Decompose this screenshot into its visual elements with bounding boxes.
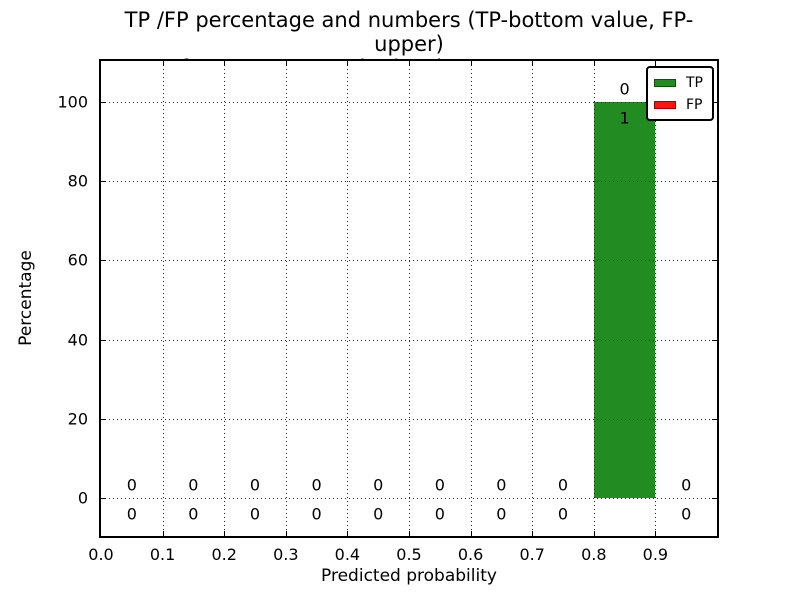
y-gridline: [101, 498, 717, 500]
fp-count-label: 0: [619, 79, 630, 99]
fp-count-label: 0: [126, 475, 137, 495]
x-tick-mark: [409, 531, 410, 536]
y-gridline: [101, 339, 717, 341]
y-tick-mark: [712, 339, 717, 341]
fp-count-label: 0: [249, 475, 261, 495]
x-tick-mark: [409, 61, 410, 66]
y-gridline: [101, 260, 717, 262]
fp-count-label: 0: [557, 475, 569, 495]
x-tick-label: 0.3: [273, 545, 299, 564]
x-gridline: [532, 61, 534, 536]
tp-count-label: 1: [619, 108, 630, 128]
x-tick-label: 0.0: [88, 545, 114, 564]
y-tick-mark: [712, 260, 717, 262]
y-tick-mark: [712, 101, 717, 103]
y-tick-mark: [101, 260, 106, 262]
y-tick-mark: [101, 180, 106, 182]
y-tick-mark: [101, 498, 106, 500]
x-tick-label: 0.4: [334, 545, 361, 564]
x-tick-mark: [347, 531, 349, 536]
tp-count-label: 0: [249, 504, 261, 524]
fp-count-label: 0: [496, 475, 507, 495]
x-gridline: [224, 61, 226, 536]
x-tick-mark: [593, 61, 595, 66]
x-tick-mark: [655, 61, 657, 66]
x-gridline: [285, 61, 287, 536]
x-tick-mark: [224, 531, 226, 536]
legend-entry-fp: FP: [654, 95, 706, 114]
x-gridline: [409, 61, 410, 536]
x-tick-mark: [285, 531, 287, 536]
y-tick-mark: [712, 418, 717, 420]
legend-entry-tp: TP: [654, 73, 706, 92]
x-gridline: [655, 61, 657, 536]
x-tick-mark: [224, 61, 226, 66]
legend-label-tp: TP: [686, 74, 703, 91]
tp-count-label: 0: [373, 504, 384, 524]
x-tick-label: 0.2: [211, 545, 237, 564]
tp-count-label: 0: [311, 504, 322, 524]
y-tick-mark: [101, 339, 106, 341]
x-tick-mark: [532, 531, 534, 536]
x-tick-label: 0.9: [642, 545, 669, 564]
x-gridline: [162, 61, 164, 536]
fp-count-label: 0: [188, 475, 199, 495]
y-tick-label: 20: [67, 409, 88, 429]
fp-count-label: 0: [681, 475, 692, 495]
y-tick-mark: [712, 180, 717, 182]
y-tick-label: 60: [67, 250, 88, 270]
tp-count-label: 0: [496, 504, 507, 524]
y-tick-label: 80: [67, 171, 88, 191]
x-gridline: [470, 61, 472, 536]
x-tick-mark: [162, 61, 164, 66]
tp-count-label: 0: [557, 504, 569, 524]
tp-count-label: 0: [188, 504, 199, 524]
y-gridline: [101, 418, 717, 420]
y-tick-label: 0: [77, 488, 88, 508]
x-gridline: [593, 61, 595, 536]
plot-canvas: 0 0 0 0 0 0 0 0 0 0 0 0 0 0 0 0 0 1 0 0: [101, 61, 717, 536]
tp-count-label: 0: [434, 504, 445, 524]
y-gridline: [101, 180, 717, 182]
x-tick-label: 0.5: [396, 545, 422, 564]
y-tick-mark: [101, 101, 106, 103]
tp-bar: [593, 101, 656, 499]
fp-count-label: 0: [373, 475, 384, 495]
x-tick-mark: [347, 61, 349, 66]
x-tick-label: 0.1: [149, 545, 176, 564]
x-tick-mark: [655, 531, 657, 536]
x-gridline: [347, 61, 349, 536]
y-tick-label: 100: [57, 92, 88, 112]
x-tick-mark: [593, 531, 595, 536]
y-tick-label: 40: [67, 330, 88, 350]
x-axis-label: Predicted probability: [321, 566, 497, 586]
x-tick-mark: [470, 531, 472, 536]
x-tick-mark: [162, 531, 164, 536]
y-axis-label: Percentage: [16, 250, 36, 346]
y-gridline: [101, 101, 717, 103]
plot-area: 0 0 0 0 0 0 0 0 0 0 0 0 0 0 0 0 0 1 0 0: [99, 59, 719, 538]
legend: TP FP: [646, 66, 714, 121]
fp-color-swatch-icon: [654, 100, 676, 109]
legend-label-fp: FP: [686, 96, 703, 113]
x-tick-label: 0.8: [581, 545, 607, 564]
tp-count-label: 0: [126, 504, 137, 524]
fp-count-label: 0: [311, 475, 322, 495]
chart-title-line1: TP /FP percentage and numbers (TP-bottom…: [124, 8, 694, 56]
x-tick-mark: [532, 61, 534, 66]
y-tick-mark: [101, 418, 106, 420]
x-tick-label: 0.7: [519, 545, 545, 564]
y-tick-mark: [712, 498, 717, 500]
x-tick-label: 0.6: [457, 545, 484, 564]
tp-count-label: 0: [681, 504, 692, 524]
fp-count-label: 0: [434, 475, 445, 495]
tp-color-swatch-icon: [654, 78, 676, 87]
x-tick-mark: [285, 61, 287, 66]
x-tick-mark: [470, 61, 472, 66]
